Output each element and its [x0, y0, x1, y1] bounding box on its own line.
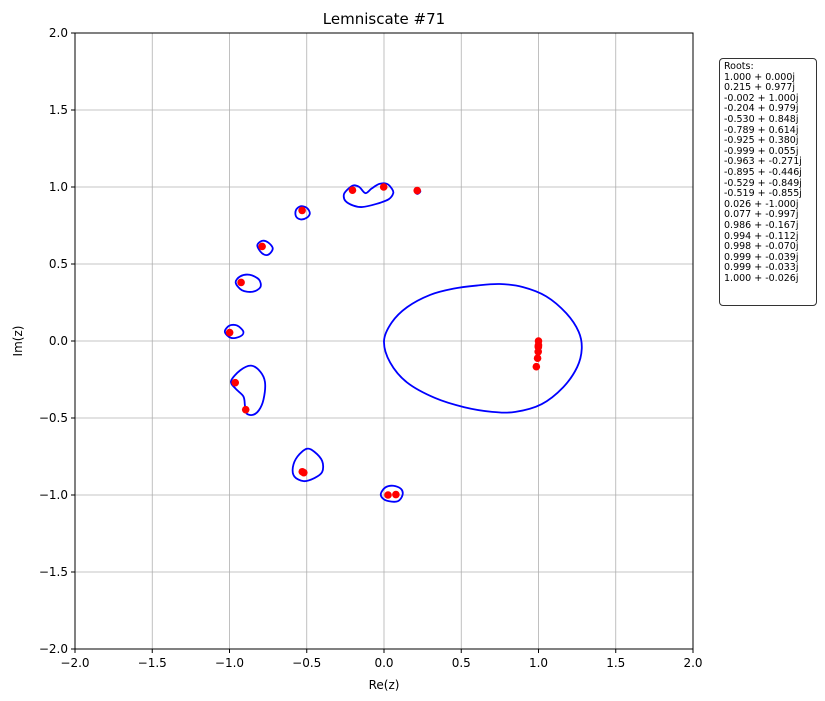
root-entry: -0.519 + -0.855j: [724, 188, 802, 200]
x-tick-label: 1.0: [529, 656, 548, 670]
y-tick-label: −1.5: [39, 565, 68, 579]
x-tick-label: −2.0: [60, 656, 89, 670]
root-entry: -0.789 + 0.614j: [724, 124, 799, 136]
root-entry: 0.986 + -0.167j: [724, 219, 799, 231]
root-point: [300, 468, 308, 477]
root-entry: 0.998 + -0.070j: [724, 241, 799, 253]
y-tick-label: 1.5: [49, 103, 68, 117]
root-point: [534, 341, 543, 349]
x-tick-label: 2.0: [683, 656, 702, 670]
x-tick-label: 0.5: [452, 656, 471, 670]
y-tick-label: 1.0: [49, 180, 68, 194]
root-point: [241, 405, 250, 414]
axis-ticks: −2.0 −1.5 −1.0 −0.5 0.0 0.5 1.0 1.5 2.0 2.0 1.5 1.0…: [39, 26, 703, 670]
root-entry: 1.000 + 0.000j: [724, 71, 796, 83]
level-curve: [294, 205, 311, 221]
roots-heading: Roots:: [724, 61, 754, 72]
level-curve: [291, 447, 325, 483]
root-entry: 0.215 + 0.977j: [724, 82, 796, 94]
level-curve: [223, 323, 245, 340]
root-point: [413, 186, 422, 195]
roots-legend: Roots: 1.000 + 0.000j 0.215 + 0.977j -0.00…: [719, 58, 817, 306]
x-tick-label: −1.5: [138, 656, 167, 670]
root-point: [298, 206, 306, 215]
x-tick-label: 0.0: [374, 656, 393, 670]
root-entry: 0.026 + -1.000j: [724, 198, 799, 210]
root-point: [392, 490, 400, 499]
chart-title: Lemniscate #71: [323, 10, 445, 28]
level-curve: [234, 273, 262, 293]
root-entry: -0.925 + 0.380j: [724, 135, 799, 147]
root-point: [379, 183, 388, 191]
y-tick-label: −0.5: [39, 411, 68, 425]
level-curve: [342, 182, 395, 208]
root-entry: 1.000 + -0.026j: [724, 272, 799, 284]
root-entry: -0.999 + 0.055j: [724, 145, 799, 157]
root-point: [258, 242, 266, 251]
x-tick-label: −0.5: [292, 656, 321, 670]
x-tick-label: 1.5: [606, 656, 625, 670]
x-tick-label: −1.0: [215, 656, 244, 670]
root-entry: -0.963 + -0.271j: [724, 156, 802, 168]
x-axis-label: Re(z): [369, 678, 400, 692]
root-entry: -0.204 + 0.979j: [724, 103, 799, 115]
root-point: [532, 362, 541, 371]
root-point: [533, 354, 542, 363]
root-point: [237, 278, 245, 287]
root-entry: 0.999 + -0.033j: [724, 262, 799, 274]
root-entry: -0.895 + -0.446j: [724, 166, 802, 178]
y-tick-label: 0.0: [49, 334, 68, 348]
y-tick-label: 2.0: [49, 26, 68, 40]
level-curve: [379, 484, 404, 503]
root-point: [225, 328, 234, 337]
level-curve: [383, 283, 583, 414]
root-entry: 0.077 + -0.997j: [724, 209, 799, 221]
y-tick-label: −1.0: [39, 488, 68, 502]
root-point: [348, 186, 357, 195]
root-entry: 0.999 + -0.039j: [724, 251, 799, 263]
level-curve: [230, 364, 267, 417]
root-entry: 0.994 + -0.112j: [724, 230, 799, 242]
level-curves: [223, 182, 583, 503]
root-point: [384, 491, 392, 499]
root-point: [231, 378, 240, 387]
root-entry: -0.002 + 1.000j: [724, 92, 799, 104]
y-axis-label: Im(z): [11, 326, 25, 357]
roots-list: 1.000 + 0.000j 0.215 + 0.977j -0.002 + 1.0…: [724, 71, 812, 285]
root-markers: [225, 183, 543, 499]
root-entry: -0.530 + 0.848j: [724, 113, 799, 125]
level-curve: [256, 239, 274, 256]
y-tick-label: −2.0: [39, 642, 68, 656]
y-tick-label: 0.5: [49, 257, 68, 271]
root-entry: -0.529 + -0.849j: [724, 177, 802, 189]
